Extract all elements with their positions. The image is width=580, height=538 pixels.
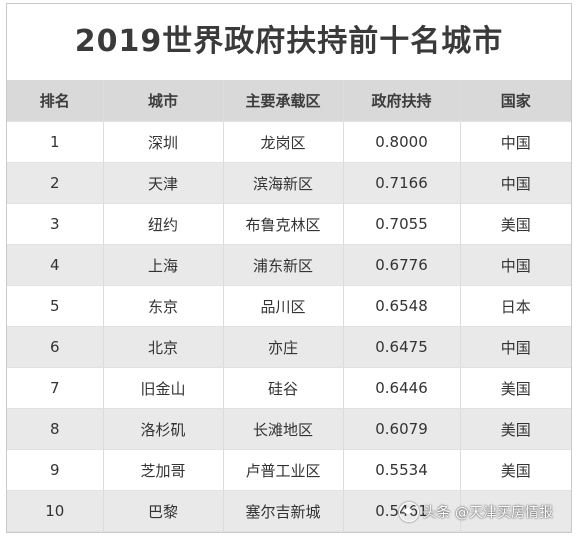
cell-rank: 1	[7, 121, 104, 163]
cell-city: 纽约	[103, 203, 224, 245]
cell-country: 中国	[460, 326, 571, 368]
cell-country	[460, 490, 571, 532]
cell-zone: 浦东新区	[223, 244, 344, 286]
cell-city: 巴黎	[103, 490, 224, 532]
column-header-zone: 主要承载区	[223, 80, 344, 122]
cell-country: 日本	[460, 285, 571, 327]
cell-zone: 硅谷	[223, 367, 344, 409]
cell-zone: 龙岗区	[223, 121, 344, 163]
table-header-row: 排名 城市 主要承载区 政府扶持 国家	[7, 80, 571, 122]
cell-country: 中国	[460, 244, 571, 286]
cell-city: 芝加哥	[103, 449, 224, 491]
cell-rank: 10	[7, 490, 104, 532]
cell-rank: 3	[7, 203, 104, 245]
cell-country: 美国	[460, 449, 571, 491]
cell-rank: 5	[7, 285, 104, 327]
cell-zone: 品川区	[223, 285, 344, 327]
watermark: 头条 @天津买房情报	[398, 502, 553, 522]
cell-rank: 9	[7, 449, 104, 491]
cell-support: 0.7166	[343, 162, 461, 204]
cell-support: 0.5534	[343, 449, 461, 491]
table-row: 3 纽约 布鲁克林区 0.7055 美国	[7, 203, 571, 245]
cell-country: 美国	[460, 367, 571, 409]
column-header-country: 国家	[460, 80, 571, 122]
table-row: 9 芝加哥 卢普工业区 0.5534 美国	[7, 449, 571, 491]
cell-city: 东京	[103, 285, 224, 327]
wechat-icon	[398, 502, 419, 522]
cell-rank: 6	[7, 326, 104, 368]
table-frame: 2019世界政府扶持前十名城市 排名 城市 主要承载区 政府扶持 国家 1 深圳龙…	[6, 3, 572, 533]
cell-support: 0.6548	[343, 285, 461, 327]
cell-rank: 7	[7, 367, 104, 409]
cell-rank: 2	[7, 162, 104, 204]
cell-rank: 4	[7, 244, 104, 286]
cell-country: 中国	[460, 162, 571, 204]
cell-support: 0.6079	[343, 408, 461, 450]
column-header-city: 城市	[103, 80, 224, 122]
page-title: 2019世界政府扶持前十名城市	[74, 24, 504, 59]
cell-zone: 亦庄	[223, 326, 344, 368]
cell-rank: 8	[7, 408, 104, 450]
cell-city: 上海	[103, 244, 224, 286]
column-header-support: 政府扶持	[343, 80, 461, 122]
table-row: 8 洛杉矶 长滩地区 0.6079 美国	[7, 408, 571, 450]
table-row: 5 东京 品川区 0.6548 日本	[7, 285, 571, 327]
cell-city: 旧金山	[103, 367, 224, 409]
cell-country: 美国	[460, 203, 571, 245]
column-header-rank: 排名	[7, 80, 104, 122]
cell-city: 北京	[103, 326, 224, 368]
table-body: 1 深圳 龙岗区 0.8000 中国 2 天津 滨海新区 0.7166 中国 3 纽约 布鲁克林区 0.7…	[7, 121, 571, 532]
cell-zone: 卢普工业区	[223, 449, 344, 491]
cell-zone: 塞尔吉新城	[223, 490, 344, 532]
watermark-text: 头条 @天津买房情报	[422, 505, 553, 521]
cell-country: 美国	[460, 408, 571, 450]
table-row: 4 上海 浦东新区 0.6776 中国	[7, 244, 571, 286]
ranking-table: 排名 城市 主要承载区 政府扶持 国家 1 深圳 龙岗区 0.8000 中国 2 天津 滨海新…	[7, 80, 571, 532]
cell-city: 天津	[103, 162, 224, 204]
cell-support: 0.8000	[343, 121, 461, 163]
cell-support: 0.6776	[343, 244, 461, 286]
table-row: 6 北京 亦庄 0.6475 中国	[7, 326, 571, 368]
table-row: 1 深圳 龙岗区 0.8000 中国	[7, 121, 571, 163]
table-row: 7 旧金山 硅谷 0.6446 美国	[7, 367, 571, 409]
cell-zone: 滨海新区	[223, 162, 344, 204]
cell-zone: 布鲁克林区	[223, 203, 344, 245]
cell-zone: 长滩地区	[223, 408, 344, 450]
cell-support: 0.6446	[343, 367, 461, 409]
cell-support: 0.6475	[343, 326, 461, 368]
cell-city: 洛杉矶	[103, 408, 224, 450]
cell-support: 0.7055	[343, 203, 461, 245]
cell-country: 中国	[460, 121, 571, 163]
table-row: 2 天津 滨海新区 0.7166 中国	[7, 162, 571, 204]
cell-city: 深圳	[103, 121, 224, 163]
